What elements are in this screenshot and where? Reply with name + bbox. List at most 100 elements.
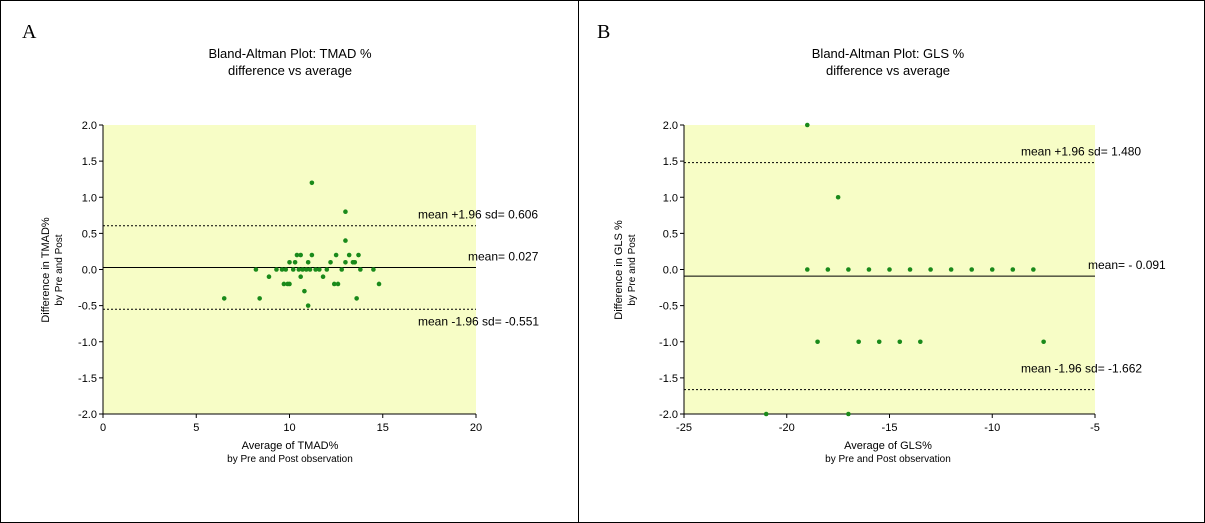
chart-title-a: Bland-Altman Plot: TMAD % [208, 46, 371, 61]
data-point-a [352, 259, 358, 265]
data-point-b [856, 339, 861, 345]
data-point-a [302, 288, 307, 294]
data-point-b [835, 194, 841, 200]
data-point-a [343, 209, 348, 214]
x-tick-label-b: -10 [984, 422, 1000, 434]
x-tick-label-b: -15 [882, 422, 898, 434]
data-point-b [1010, 267, 1016, 272]
data-point-b [989, 267, 995, 272]
panel-b: B Bland-Altman Plot: GLS % difference vs a… [597, 21, 1166, 465]
chart-subtitle-b: difference vs average [826, 63, 950, 78]
data-point-b [876, 339, 882, 345]
data-point-b [1031, 267, 1036, 272]
data-point-a [296, 267, 302, 272]
y-tick-label-a: 1.0 [82, 192, 97, 204]
x-tick-label-b: -20 [779, 422, 795, 434]
x-tick-label-b: -5 [1090, 422, 1100, 434]
y-tick-label-b: 0.5 [663, 228, 678, 240]
lower-line-label-b: mean -1.96 sd= -1.662 [1021, 362, 1142, 376]
chart-subtitle-a: difference vs average [228, 63, 352, 78]
y-axis-sublabel-b: by Pre and Post [627, 234, 638, 305]
data-point-a [287, 259, 292, 265]
data-point-a [290, 267, 296, 272]
data-point-a [343, 238, 348, 243]
data-point-a [358, 267, 363, 272]
y-tick-label-a: 1.5 [82, 156, 97, 168]
data-point-a [303, 267, 309, 272]
y-tick-label-b: -2.0 [659, 409, 678, 421]
panel-letter-b: B [597, 21, 610, 43]
data-point-b [928, 267, 933, 272]
panel-a: A Bland-Altman Plot: TMAD % difference vs … [22, 21, 539, 465]
data-point-a [376, 281, 382, 287]
data-point-a [324, 267, 330, 272]
y-tick-label-a: 2.0 [82, 120, 97, 132]
data-point-b [897, 339, 903, 345]
chart-title-b: Bland-Altman Plot: GLS % [812, 46, 965, 61]
y-axis-label-b: Difference in GLS % [613, 220, 625, 320]
y-tick-label-a: 0.5 [82, 228, 97, 240]
mean-line-label-b: mean= - 0.091 [1088, 258, 1166, 272]
data-point-a [309, 252, 315, 258]
data-point-a [335, 281, 341, 287]
data-point-b [846, 267, 851, 272]
x-axis-sublabel-b: by Pre and Post observation [825, 454, 951, 465]
data-point-a [331, 281, 337, 287]
y-tick-label-b: -1.5 [659, 373, 678, 385]
x-axis-label-a: Average of TMAD% [242, 440, 339, 452]
data-point-a [354, 296, 359, 301]
data-point-a [305, 303, 311, 308]
y-tick-label-b: -0.5 [659, 301, 678, 313]
data-point-a [279, 267, 285, 272]
data-point-a [298, 274, 303, 280]
y-axis-sublabel-a: by Pre and Post [54, 234, 65, 305]
data-point-b [918, 339, 923, 345]
data-point-a [320, 274, 326, 280]
data-point-b [969, 267, 974, 272]
y-tick-label-a: -1.0 [78, 337, 97, 349]
data-point-a [343, 259, 348, 265]
data-point-b [825, 267, 831, 272]
upper-line-label-b: mean +1.96 sd= 1.480 [1021, 145, 1141, 159]
x-axis-sublabel-a: by Pre and Post observation [227, 454, 353, 465]
data-point-a [328, 259, 333, 265]
data-point-b [887, 267, 892, 272]
data-point-a [356, 252, 361, 258]
data-point-a [257, 296, 262, 301]
data-point-b [815, 339, 820, 345]
upper-line-label-a: mean +1.96 sd= 0.606 [418, 208, 538, 222]
y-tick-label-a: 0.0 [82, 265, 97, 277]
data-point-b [907, 267, 913, 272]
y-tick-label-b: 1.0 [663, 192, 678, 204]
y-tick-label-b: 2.0 [663, 120, 678, 132]
x-axis-label-b: Average of GLS% [844, 440, 932, 452]
y-tick-label-b: -1.0 [659, 337, 678, 349]
data-point-a [298, 252, 303, 258]
x-tick-label-b: -25 [676, 422, 692, 434]
data-point-a [274, 267, 279, 272]
data-point-a [281, 281, 287, 287]
mean-line-label-a: mean= 0.027 [468, 250, 539, 264]
data-point-a [283, 267, 289, 272]
data-point-a [305, 259, 311, 265]
data-point-a [221, 296, 227, 301]
x-tick-label-a: 15 [377, 422, 389, 434]
x-tick-label-a: 10 [283, 422, 295, 434]
data-point-a [339, 267, 345, 272]
data-point-a [333, 252, 339, 258]
y-tick-label-a: -0.5 [78, 301, 97, 313]
plot-area-a [103, 125, 476, 414]
data-point-a [292, 259, 298, 265]
data-point-a [309, 180, 315, 186]
lower-line-label-a: mean -1.96 sd= -0.551 [418, 314, 539, 328]
data-point-a [371, 267, 376, 272]
data-point-b [846, 411, 851, 417]
data-point-b [805, 267, 810, 272]
data-point-b [1041, 339, 1046, 345]
data-point-a [287, 281, 292, 287]
data-point-b [948, 267, 954, 272]
data-point-a [253, 267, 259, 272]
data-point-b [866, 267, 872, 272]
data-point-b [763, 411, 769, 417]
